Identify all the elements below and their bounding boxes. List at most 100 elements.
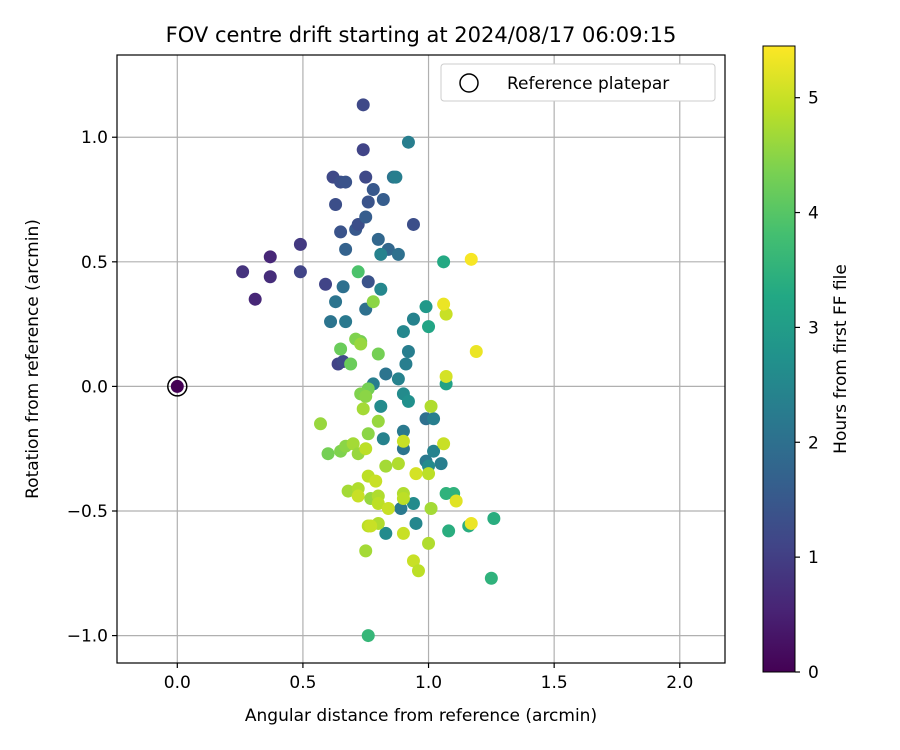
- y-tick-label: 0.0: [81, 377, 108, 397]
- data-point: [359, 210, 373, 224]
- data-point: [396, 325, 410, 339]
- data-point: [439, 307, 453, 321]
- data-point: [399, 357, 413, 371]
- data-point: [344, 357, 358, 371]
- data-point: [437, 297, 451, 311]
- data-point: [396, 424, 410, 438]
- data-point: [371, 232, 385, 246]
- data-point: [422, 467, 436, 481]
- data-point: [364, 519, 378, 533]
- data-point: [422, 320, 436, 334]
- data-point: [339, 242, 353, 256]
- data-point: [484, 571, 498, 585]
- colorbar-tick-label: 0: [808, 663, 819, 683]
- reference-platepar-marker: [167, 376, 188, 397]
- data-point: [293, 265, 307, 279]
- colorbar-label: Hours from first FF file: [831, 264, 851, 454]
- data-point: [379, 367, 393, 381]
- data-point: [434, 457, 448, 471]
- data-point: [339, 175, 353, 189]
- data-point: [379, 459, 393, 473]
- data-point: [324, 315, 338, 329]
- data-point: [329, 295, 343, 309]
- data-point: [401, 345, 415, 359]
- data-point: [409, 516, 423, 530]
- data-point: [361, 629, 375, 643]
- data-point: [329, 198, 343, 212]
- data-point: [376, 432, 390, 446]
- data-point: [314, 417, 328, 431]
- data-point: [263, 270, 277, 284]
- data-point: [406, 554, 420, 568]
- data-point: [236, 265, 250, 279]
- data-point: [356, 143, 370, 157]
- data-point: [359, 170, 373, 184]
- data-point: [319, 277, 333, 291]
- data-point: [424, 399, 438, 413]
- data-point: [396, 434, 410, 448]
- data-point: [369, 474, 383, 488]
- data-point: [346, 437, 360, 451]
- data-point: [356, 402, 370, 416]
- data-point: [439, 487, 453, 501]
- data-point: [376, 193, 390, 207]
- data-point: [391, 247, 405, 261]
- x-tick-label: 0.5: [289, 673, 316, 693]
- y-axis-label: Rotation from reference (arcmin): [23, 219, 43, 499]
- data-point: [374, 247, 388, 261]
- legend-box: [440, 63, 716, 102]
- legend-marker: [459, 73, 479, 93]
- data-point: [442, 524, 456, 538]
- data-point: [401, 394, 415, 408]
- y-tick-label: 0.5: [81, 253, 108, 273]
- data-point: [422, 536, 436, 550]
- data-point: [389, 170, 403, 184]
- x-axis-label: Angular distance from reference (arcmin): [245, 706, 597, 726]
- data-point: [366, 295, 380, 309]
- data-point: [437, 255, 451, 269]
- y-tick-label: −0.5: [67, 502, 108, 522]
- data-point: [371, 414, 385, 428]
- data-point: [464, 252, 478, 266]
- colorbar-ticks: 0 1 2 3 4 5: [795, 89, 819, 683]
- legend-label: Reference platepar: [507, 74, 669, 94]
- data-point: [354, 337, 368, 351]
- data-point: [351, 265, 365, 279]
- data-point: [427, 412, 441, 426]
- data-point: [394, 502, 408, 516]
- data-point: [359, 389, 373, 403]
- data-point: [411, 564, 425, 578]
- data-point: [293, 237, 307, 251]
- y-tick-label: 1.0: [81, 128, 108, 148]
- x-tick-label: 1.5: [541, 673, 568, 693]
- data-point: [427, 444, 441, 458]
- data-point: [374, 399, 388, 413]
- data-point: [374, 282, 388, 296]
- data-point: [449, 494, 463, 508]
- colorbar-tick-label: 2: [808, 433, 819, 453]
- data-point: [361, 195, 375, 209]
- colorbar-gradient: [762, 45, 796, 673]
- data-point: [379, 526, 393, 540]
- data-point: [409, 467, 423, 481]
- data-point: [396, 526, 410, 540]
- data-point: [334, 342, 348, 356]
- x-tick-label: 2.0: [666, 673, 693, 693]
- x-tick-label: 1.0: [415, 673, 442, 693]
- data-points: [236, 98, 501, 643]
- chart-title: FOV centre drift starting at 2024/08/17 …: [166, 23, 677, 47]
- data-point: [391, 457, 405, 471]
- reference-marker-layer: [167, 376, 188, 397]
- grid-lines: [117, 55, 725, 663]
- data-point: [401, 135, 415, 149]
- plot-area: [117, 55, 725, 663]
- y-tick-label: −1.0: [67, 627, 108, 647]
- reference-point: [170, 379, 184, 393]
- data-point: [371, 347, 385, 361]
- data-point: [351, 489, 365, 503]
- data-point: [424, 502, 438, 516]
- legend: Reference platepar: [440, 63, 716, 102]
- data-point: [341, 484, 355, 498]
- colorbar-tick-label: 4: [808, 204, 819, 224]
